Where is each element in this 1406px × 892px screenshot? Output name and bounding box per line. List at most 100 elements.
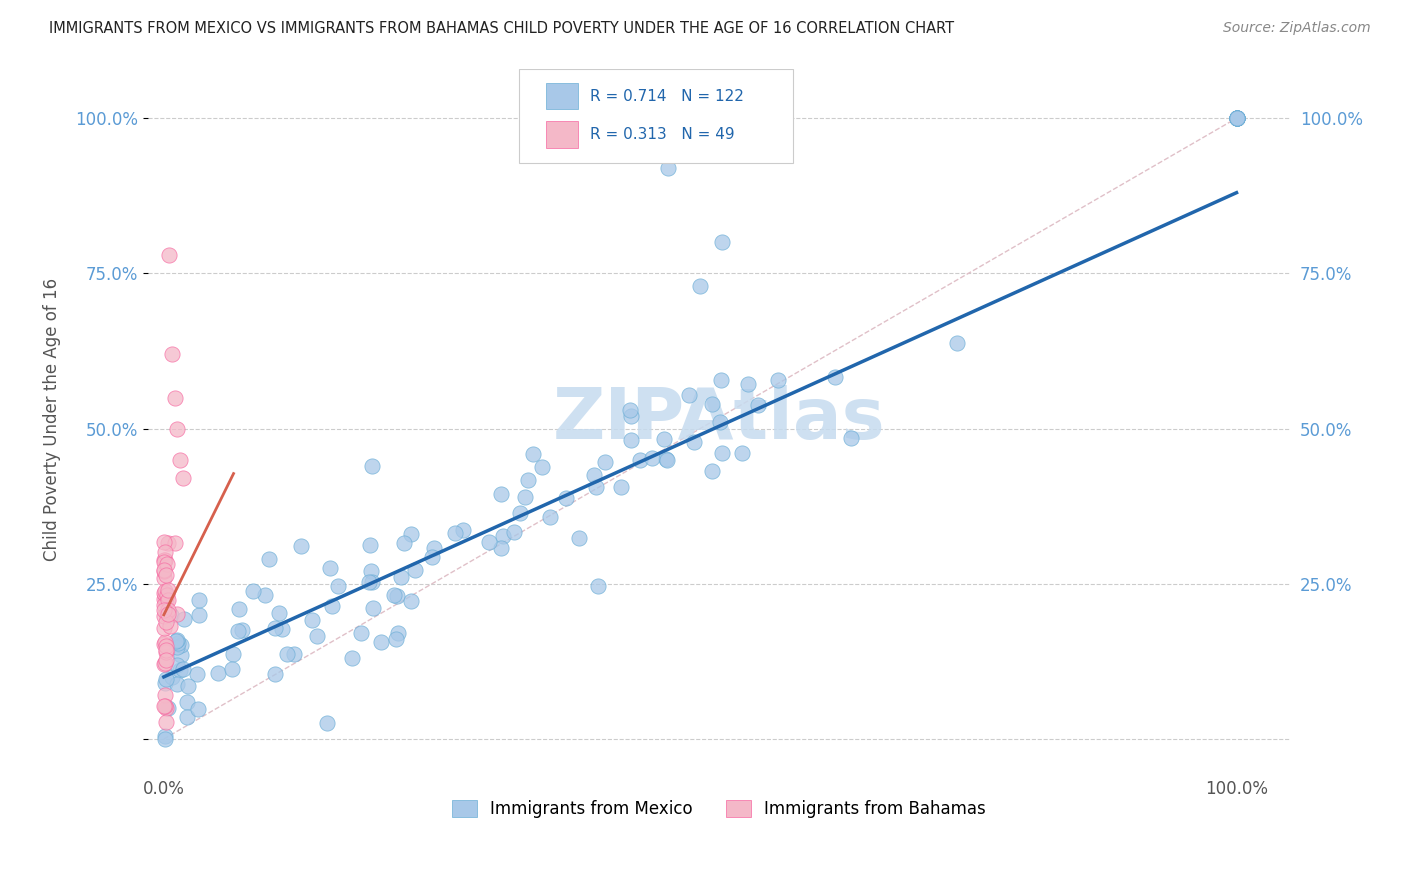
Immigrants from Bahamas	[153, 584, 176, 599]
Immigrants from Bahamas	[156, 607, 179, 621]
Immigrants from Mexico	[1225, 111, 1247, 125]
Y-axis label: Child Poverty Under the Age of 16: Child Poverty Under the Age of 16	[44, 277, 60, 561]
Immigrants from Mexico	[709, 415, 731, 429]
Immigrants from Mexico	[155, 729, 177, 743]
Immigrants from Mexico	[263, 666, 285, 681]
Immigrants from Bahamas	[153, 553, 176, 567]
Immigrants from Mexico	[737, 376, 759, 391]
Immigrants from Mexico	[170, 639, 193, 653]
Immigrants from Mexico	[530, 460, 553, 475]
Immigrants from Mexico	[169, 664, 191, 678]
Immigrants from Bahamas	[153, 635, 176, 649]
Immigrants from Mexico	[360, 575, 382, 590]
Text: IMMIGRANTS FROM MEXICO VS IMMIGRANTS FROM BAHAMAS CHILD POVERTY UNDER THE AGE OF: IMMIGRANTS FROM MEXICO VS IMMIGRANTS FRO…	[49, 21, 955, 36]
Immigrants from Mexico	[394, 536, 416, 550]
Immigrants from Mexico	[640, 451, 662, 466]
Text: ZIPAtlas: ZIPAtlas	[553, 384, 886, 454]
Immigrants from Mexico	[420, 550, 443, 565]
Immigrants from Mexico	[159, 607, 181, 622]
Immigrants from Mexico	[404, 563, 426, 577]
Immigrants from Mexico	[824, 369, 846, 384]
Immigrants from Mexico	[166, 633, 188, 648]
Immigrants from Mexico	[166, 636, 188, 650]
Immigrants from Mexico	[451, 523, 474, 537]
Text: R = 0.714   N = 122: R = 0.714 N = 122	[591, 88, 744, 103]
Immigrants from Mexico	[628, 453, 651, 467]
Immigrants from Bahamas	[163, 535, 186, 549]
Immigrants from Mexico	[361, 601, 384, 615]
Immigrants from Mexico	[839, 431, 862, 445]
Immigrants from Bahamas	[155, 558, 177, 572]
Immigrants from Mexico	[359, 538, 381, 552]
Immigrants from Mexico	[766, 373, 789, 387]
Immigrants from Mexico	[515, 490, 537, 504]
Immigrants from Mexico	[491, 487, 513, 501]
Immigrants from Bahamas	[156, 536, 179, 550]
Immigrants from Mexico	[657, 161, 679, 175]
Immigrants from Bahamas	[153, 586, 176, 600]
Immigrants from Bahamas	[153, 535, 176, 549]
Immigrants from Bahamas	[166, 421, 188, 435]
Immigrants from Mexico	[301, 613, 323, 627]
Immigrants from Mexico	[207, 665, 229, 680]
Immigrants from Bahamas	[153, 564, 176, 578]
Immigrants from Bahamas	[155, 701, 177, 715]
Immigrants from Mexico	[186, 667, 208, 681]
Immigrants from Mexico	[228, 602, 250, 616]
Immigrants from Mexico	[946, 335, 969, 350]
Immigrants from Mexico	[172, 662, 194, 676]
Immigrants from Mexico	[342, 651, 364, 665]
Immigrants from Mexico	[401, 594, 423, 608]
Immigrants from Bahamas	[153, 592, 176, 607]
Immigrants from Bahamas	[157, 248, 180, 262]
Immigrants from Mexico	[509, 506, 531, 520]
Immigrants from Bahamas	[155, 639, 177, 653]
Immigrants from Bahamas	[153, 621, 176, 635]
Immigrants from Mexico	[166, 677, 188, 691]
Immigrants from Mexico	[177, 679, 200, 693]
Immigrants from Mexico	[731, 446, 754, 460]
Immigrants from Bahamas	[172, 471, 194, 485]
Immigrants from Mexico	[166, 658, 188, 673]
Immigrants from Mexico	[585, 480, 607, 494]
Immigrants from Mexico	[283, 647, 305, 661]
Immigrants from Bahamas	[153, 689, 176, 703]
Immigrants from Bahamas	[153, 555, 176, 569]
Immigrants from Mexico	[747, 398, 769, 412]
Immigrants from Bahamas	[156, 583, 179, 598]
Immigrants from Bahamas	[163, 391, 186, 405]
Immigrants from Bahamas	[169, 452, 191, 467]
Immigrants from Bahamas	[156, 588, 179, 602]
Immigrants from Mexico	[389, 570, 412, 584]
Immigrants from Mexico	[538, 509, 561, 524]
Immigrants from Mexico	[222, 647, 245, 661]
Immigrants from Mexico	[710, 235, 733, 250]
Immigrants from Mexico	[711, 446, 734, 460]
Immigrants from Mexico	[156, 701, 179, 715]
Immigrants from Mexico	[270, 622, 292, 636]
Immigrants from Mexico	[522, 447, 544, 461]
Immigrants from Bahamas	[153, 656, 176, 670]
Immigrants from Mexico	[321, 599, 343, 613]
Immigrants from Mexico	[609, 480, 631, 494]
Immigrants from Bahamas	[153, 637, 176, 651]
Immigrants from Mexico	[349, 626, 371, 640]
Immigrants from Mexico	[226, 624, 249, 638]
Immigrants from Mexico	[153, 676, 176, 690]
Immigrants from Mexico	[370, 635, 392, 649]
Immigrants from Mexico	[593, 455, 616, 469]
Immigrants from Mexico	[586, 579, 609, 593]
FancyBboxPatch shape	[547, 121, 578, 148]
Immigrants from Bahamas	[153, 608, 176, 623]
Immigrants from Mexico	[620, 433, 643, 447]
Immigrants from Mexico	[160, 670, 183, 684]
Immigrants from Bahamas	[155, 645, 177, 659]
Immigrants from Mexico	[683, 434, 706, 449]
Immigrants from Bahamas	[155, 568, 177, 582]
Immigrants from Mexico	[491, 541, 513, 556]
FancyBboxPatch shape	[519, 69, 793, 163]
Immigrants from Mexico	[319, 561, 342, 575]
Immigrants from Mexico	[620, 409, 643, 424]
Immigrants from Mexico	[385, 632, 408, 647]
Immigrants from Mexico	[166, 640, 188, 655]
